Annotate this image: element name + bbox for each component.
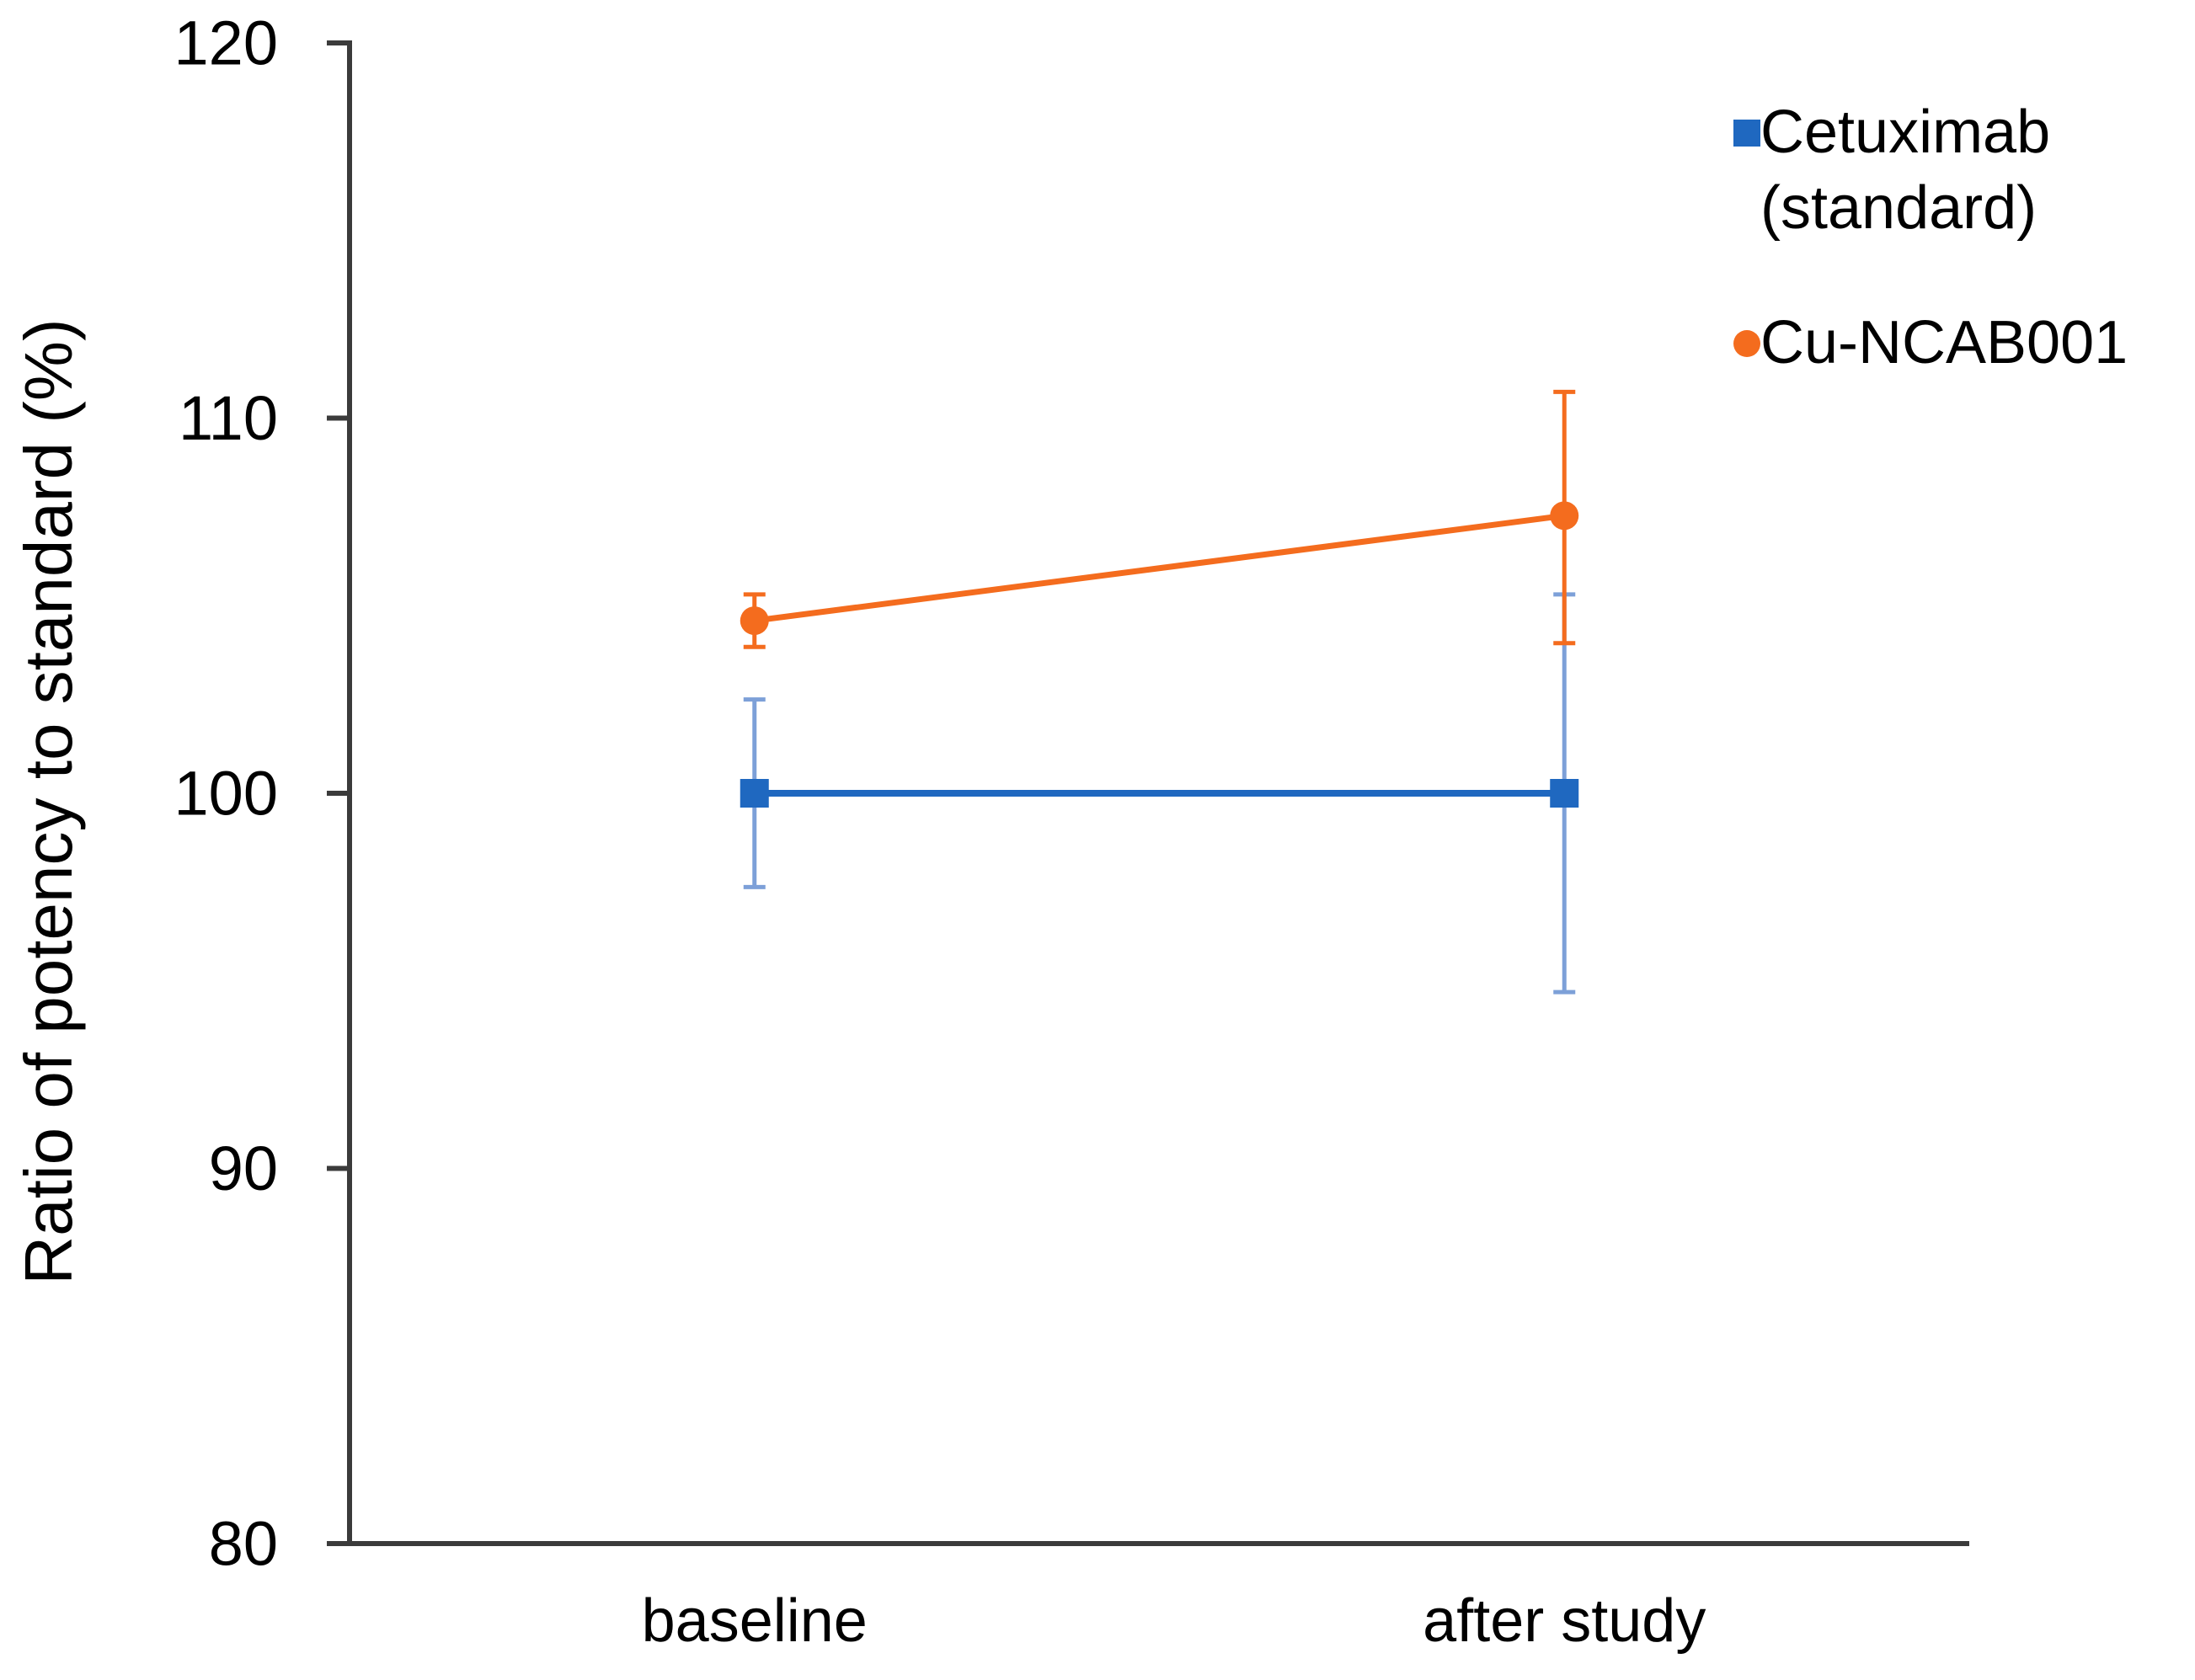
data-point-marker xyxy=(740,779,769,808)
legend-label-cu-ncab001: Cu-NCAB001 xyxy=(1760,309,2128,376)
data-point-marker xyxy=(740,606,769,636)
data-point-marker xyxy=(1550,501,1579,531)
x-category-label: after study xyxy=(1423,1587,1706,1655)
legend-label-cetuximab: Cetuximab (standard) xyxy=(1760,99,2051,242)
y-axis-title: Ratio of potency to standard (%) xyxy=(11,318,86,1285)
y-tick-label: 80 xyxy=(209,1509,278,1579)
y-tick-label: 100 xyxy=(174,759,278,829)
x-category-label: baseline xyxy=(642,1587,868,1655)
data-point-marker xyxy=(1550,779,1579,808)
series-line xyxy=(754,512,1565,624)
legend-item-cu-ncab001: Cu-NCAB001 xyxy=(1733,305,2156,381)
legend-circle-marker-icon xyxy=(1733,330,1760,357)
legend-square-marker-icon xyxy=(1733,120,1760,147)
y-tick-label: 90 xyxy=(209,1133,278,1203)
legend-item-cetuximab: Cetuximab (standard) xyxy=(1733,94,2156,246)
legend: Cetuximab (standard) Cu-NCAB001 xyxy=(1733,94,2156,381)
y-tick-label: 120 xyxy=(174,8,278,78)
y-tick-label: 110 xyxy=(179,383,278,453)
